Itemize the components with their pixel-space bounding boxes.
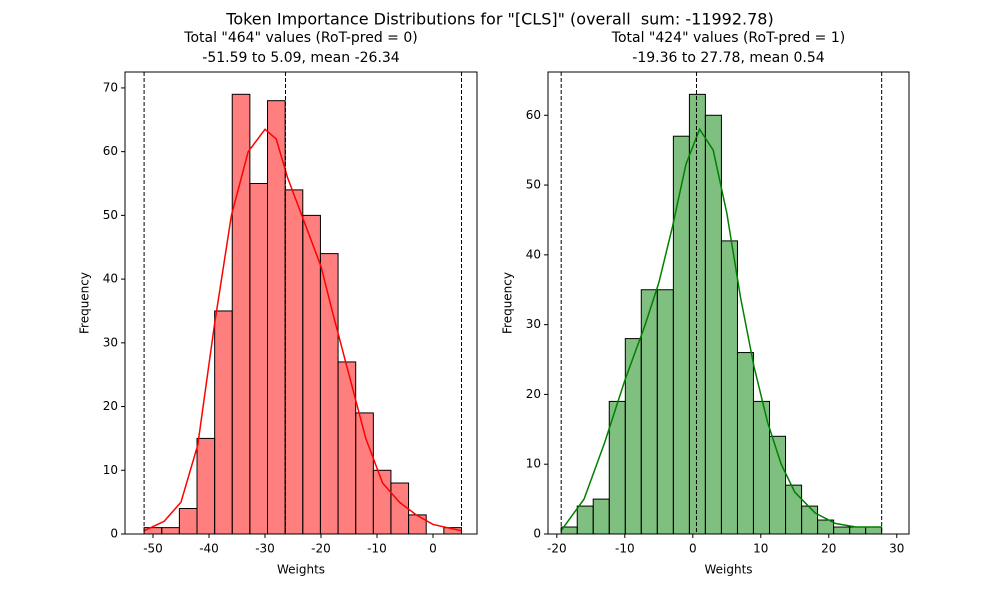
y-axis-label: Frequency [501,272,515,334]
axes-title: Total "464" values (RoT-pred = 0) [183,30,417,46]
y-tick-label: 30 [526,317,541,331]
bar [624,338,642,535]
x-tick-label: 20 [821,542,836,556]
bar [817,519,835,535]
x-axis-label: Weights [704,563,752,577]
y-tick-label: 40 [103,272,118,286]
x-axis-label: Weights [277,563,325,577]
suptitle: Token Importance Distributions for "[CLS… [225,10,773,29]
bar [785,484,803,535]
y-tick-label: 20 [526,387,541,401]
bar [178,508,198,535]
bar [302,214,321,535]
x-tick-label: -20 [311,542,331,556]
x-tick-label: -20 [547,542,567,556]
y-tick-label: 50 [526,178,541,192]
axes-frame [547,71,910,535]
y-tick-label: 0 [533,527,541,541]
x-tick-label: 10 [753,542,768,556]
axes-subtitle: -19.36 to 27.78, mean 0.54 [632,50,824,66]
bar [196,437,216,535]
kde-line [143,128,462,532]
x-tick-label: 0 [429,542,437,556]
bar [161,527,180,535]
axes-frame [124,71,478,535]
bar [736,352,754,535]
bar [231,93,251,535]
y-axis-label: Frequency [78,272,92,334]
y-tick-label: 10 [103,463,118,477]
bar [249,183,269,535]
y-tick-label: 50 [103,208,118,222]
bar [720,240,738,535]
kde-line [560,127,882,531]
bar [672,135,690,535]
bar [214,310,233,535]
x-tick-label: -10 [367,542,387,556]
y-tick-label: 60 [526,108,541,122]
bar [267,100,286,535]
bar [284,189,304,535]
y-tick-label: 0 [110,527,118,541]
bar [640,289,658,535]
y-tick-label: 10 [526,457,541,471]
y-tick-label: 40 [526,247,541,261]
y-tick-label: 20 [103,399,118,413]
x-tick-label: -50 [143,542,163,556]
bar [319,253,339,535]
y-tick-label: 60 [103,144,118,158]
bar [143,527,163,535]
bar [849,526,867,535]
x-tick-label: -30 [255,542,275,556]
bar [801,505,819,535]
bar [865,526,883,535]
bar [592,498,610,535]
axes-subtitle: -51.59 to 5.09, mean -26.34 [202,50,400,66]
y-tick-label: 30 [103,335,118,349]
bar [576,505,594,535]
x-tick-label: 30 [889,542,904,556]
bar [390,482,410,535]
x-tick-label: -10 [615,542,635,556]
bar [656,289,674,535]
x-tick-label: -40 [199,542,219,556]
y-tick-label: 70 [103,80,118,94]
axes-title: Total "424" values (RoT-pred = 1) [611,30,845,46]
x-tick-label: 0 [689,542,697,556]
bar [408,514,427,535]
bar [688,93,706,535]
bar [833,526,851,535]
